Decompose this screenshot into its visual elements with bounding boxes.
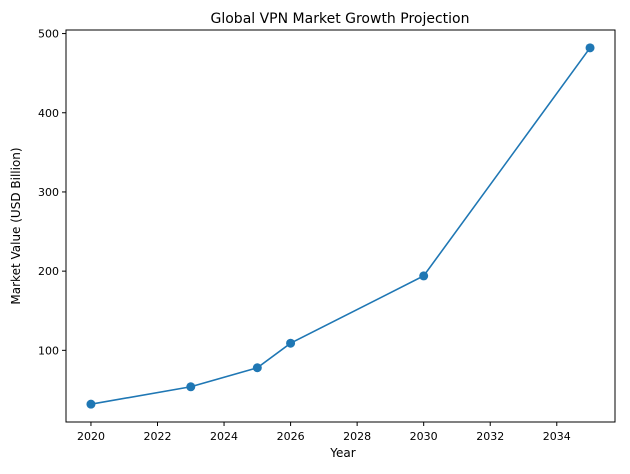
y-tick-label: 100 <box>38 344 59 357</box>
data-point <box>286 338 296 348</box>
x-tick-label: 2030 <box>410 430 438 443</box>
x-tick-label: 2026 <box>277 430 305 443</box>
x-tick-label: 2034 <box>543 430 571 443</box>
y-tick-label: 500 <box>38 28 59 41</box>
data-point <box>86 399 96 409</box>
data-point <box>585 43 595 53</box>
x-tick-label: 2024 <box>210 430 238 443</box>
data-point <box>419 271 429 281</box>
data-point <box>252 363 262 373</box>
x-tick-label: 2022 <box>144 430 172 443</box>
chart-title: Global VPN Market Growth Projection <box>211 11 470 27</box>
y-tick-label: 200 <box>38 265 59 278</box>
data-point <box>186 382 196 392</box>
series-line <box>90 47 591 405</box>
x-tick-label: 2028 <box>343 430 371 443</box>
y-axis-label: Market Value (USD Billion) <box>9 147 23 304</box>
plot-frame <box>65 29 616 423</box>
y-tick-label: 300 <box>38 186 59 199</box>
x-tick-label: 2020 <box>77 430 105 443</box>
x-axis-label: Year <box>329 446 355 460</box>
y-tick-label: 400 <box>38 107 59 120</box>
x-tick-label: 2032 <box>476 430 504 443</box>
